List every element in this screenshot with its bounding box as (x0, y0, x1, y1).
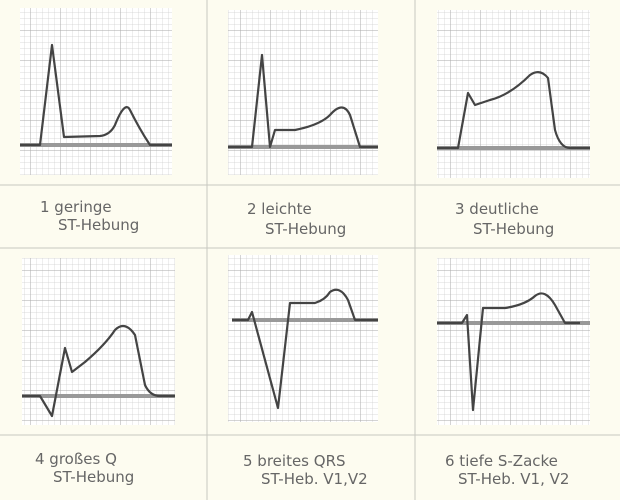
label-line1: 1 geringe (40, 198, 112, 216)
label-line1: 2 leichte (247, 200, 312, 218)
ecg-grid (20, 8, 172, 175)
label-line2: ST-Hebung (265, 220, 346, 238)
label-line1: 3 deutliche (455, 200, 539, 218)
label-line2: ST-Hebung (473, 220, 554, 238)
ecg-traces (20, 43, 590, 418)
ecg-grid (228, 255, 378, 422)
ecg-grid (437, 258, 590, 425)
labels: 1 geringe ST-Hebung 2 leichte ST-Hebung … (35, 198, 569, 488)
ecg-grid (22, 258, 175, 425)
label-line1: 4 großes Q (35, 450, 117, 468)
ecg-grid (228, 10, 378, 175)
label-line1: 5 breites QRS (243, 452, 346, 470)
ecg-grid (437, 10, 590, 178)
label-line2: ST-Hebung (58, 216, 139, 234)
label-line2: ST-Hebung (53, 468, 134, 486)
label-line2: ST-Heb. V1, V2 (458, 470, 569, 488)
label-line1: 6 tiefe S-Zacke (445, 452, 558, 470)
label-line2: ST-Heb. V1,V2 (261, 470, 368, 488)
